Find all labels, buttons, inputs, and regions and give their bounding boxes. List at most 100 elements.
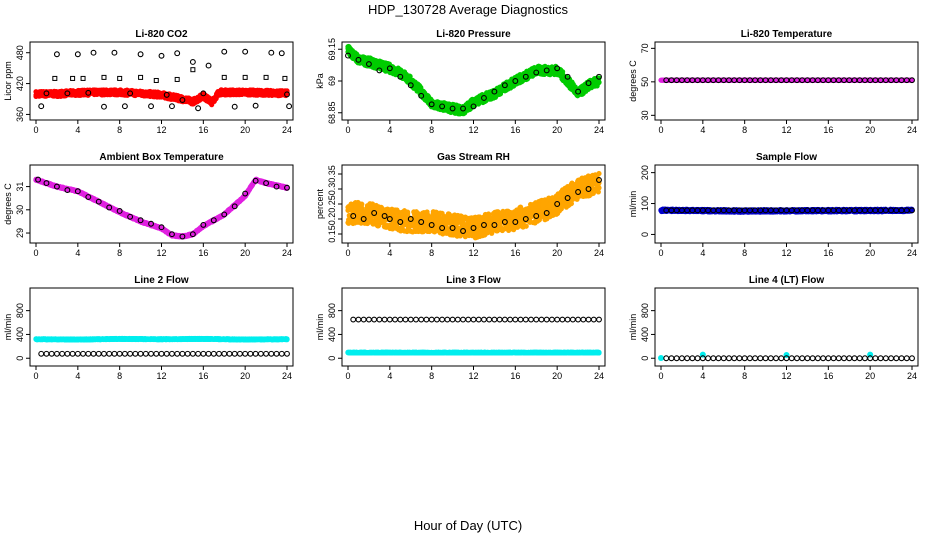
mean-point (284, 184, 290, 191)
x-tick-label: 16 (198, 125, 208, 135)
x-tick-label: 12 (468, 248, 478, 258)
minute-point (596, 79, 602, 86)
mean-point (64, 187, 71, 194)
y-axis-label: percent (315, 188, 325, 219)
y-axis-label: kPa (315, 73, 325, 89)
y-axis-label: degrees C (628, 60, 638, 102)
x-tick-label: 16 (823, 125, 833, 135)
plot-area (345, 170, 602, 241)
mean-point (533, 69, 540, 76)
y-tick-label: 69 (327, 76, 337, 86)
plot-area (658, 77, 915, 84)
minute-point (359, 201, 365, 207)
mean-point (200, 221, 207, 228)
x-tick-label: 0 (345, 125, 350, 135)
x-tick-label: 16 (198, 248, 208, 258)
mean-point (231, 103, 238, 110)
mean-point (418, 92, 425, 99)
figure-title: HDP_130728 Average Diagnostics (368, 2, 568, 17)
mean-point (43, 180, 50, 187)
y-tick-label: 70 (640, 43, 650, 53)
panel-title: Gas Stream RH (437, 152, 510, 163)
mean-point (35, 176, 42, 183)
mean-point (585, 80, 592, 87)
x-tick-label: 12 (468, 125, 478, 135)
y-axis-label: degrees C (3, 183, 13, 225)
y-tick-label: 420 (15, 76, 25, 91)
mean-point (53, 51, 60, 58)
extreme-point (80, 75, 86, 81)
mean-point (179, 233, 186, 240)
x-tick-label: 24 (594, 125, 604, 135)
y-tick-label: 30 (15, 205, 25, 215)
mean-point (106, 204, 113, 211)
y-tick-label: 480 (15, 45, 25, 60)
x-tick-label: 4 (75, 125, 80, 135)
extreme-point (52, 75, 58, 81)
mean-point (470, 103, 477, 110)
mean-point (195, 105, 202, 112)
x-tick-label: 8 (429, 125, 434, 135)
mean-point (554, 65, 561, 72)
mean-point (127, 90, 134, 97)
mean-point (111, 49, 118, 56)
y-tick-label: 68.85 (327, 101, 337, 124)
minute-point (484, 230, 490, 236)
mean-point (205, 62, 212, 69)
plot-area (33, 48, 292, 112)
x-tick-label: 20 (552, 125, 562, 135)
mean-point (101, 103, 107, 110)
x-tick-label: 24 (282, 125, 292, 135)
mean-point (137, 217, 144, 224)
x-tick-label: 16 (510, 125, 520, 135)
x-tick-label: 0 (658, 125, 663, 135)
extreme-point (242, 74, 248, 80)
x-tick-label: 12 (156, 248, 166, 258)
x-tick-label: 24 (282, 248, 292, 258)
mean-point (169, 231, 175, 238)
x-tick-label: 4 (387, 125, 392, 135)
mean-point (543, 67, 550, 74)
panel-title: Ambient Box Temperature (99, 152, 224, 163)
y-tick-label: 0.25 (327, 195, 337, 213)
mean-point (286, 103, 292, 110)
mean-point (273, 183, 280, 190)
mean-point (64, 90, 71, 97)
mean-point (163, 91, 170, 98)
mean-point (116, 208, 123, 214)
mean-point (252, 177, 259, 184)
mean-point (174, 50, 181, 57)
mean-point (564, 73, 571, 80)
mean-point (169, 103, 175, 110)
x-tick-label: 0 (33, 248, 38, 258)
x-tick-label: 20 (240, 125, 250, 135)
x-tick-label: 8 (117, 248, 122, 258)
mean-point (909, 77, 915, 84)
x-tick-label: 4 (75, 248, 80, 258)
mean-point (53, 183, 60, 190)
plot-area (33, 176, 290, 240)
mean-point (38, 103, 45, 110)
extreme-point (117, 75, 123, 81)
y-tick-label: 0.2 (327, 213, 337, 226)
extreme-point (190, 67, 196, 73)
panel-title: Li-820 Temperature (741, 29, 833, 40)
plot-area (345, 43, 602, 117)
minute-point (909, 77, 915, 83)
mean-point (242, 190, 249, 197)
mean-point (43, 90, 50, 97)
minute-point (405, 209, 411, 215)
y-tick-label: 0.3 (327, 183, 337, 196)
mean-point (512, 78, 519, 84)
mean-point (127, 213, 134, 220)
x-tick-label: 20 (865, 125, 875, 135)
mean-point (522, 73, 529, 80)
panel-title: Li-820 CO2 (135, 29, 188, 40)
x-tick-label: 20 (552, 248, 562, 258)
extreme-point (282, 75, 288, 81)
mean-point (481, 94, 487, 101)
x-tick-label: 16 (510, 248, 520, 258)
